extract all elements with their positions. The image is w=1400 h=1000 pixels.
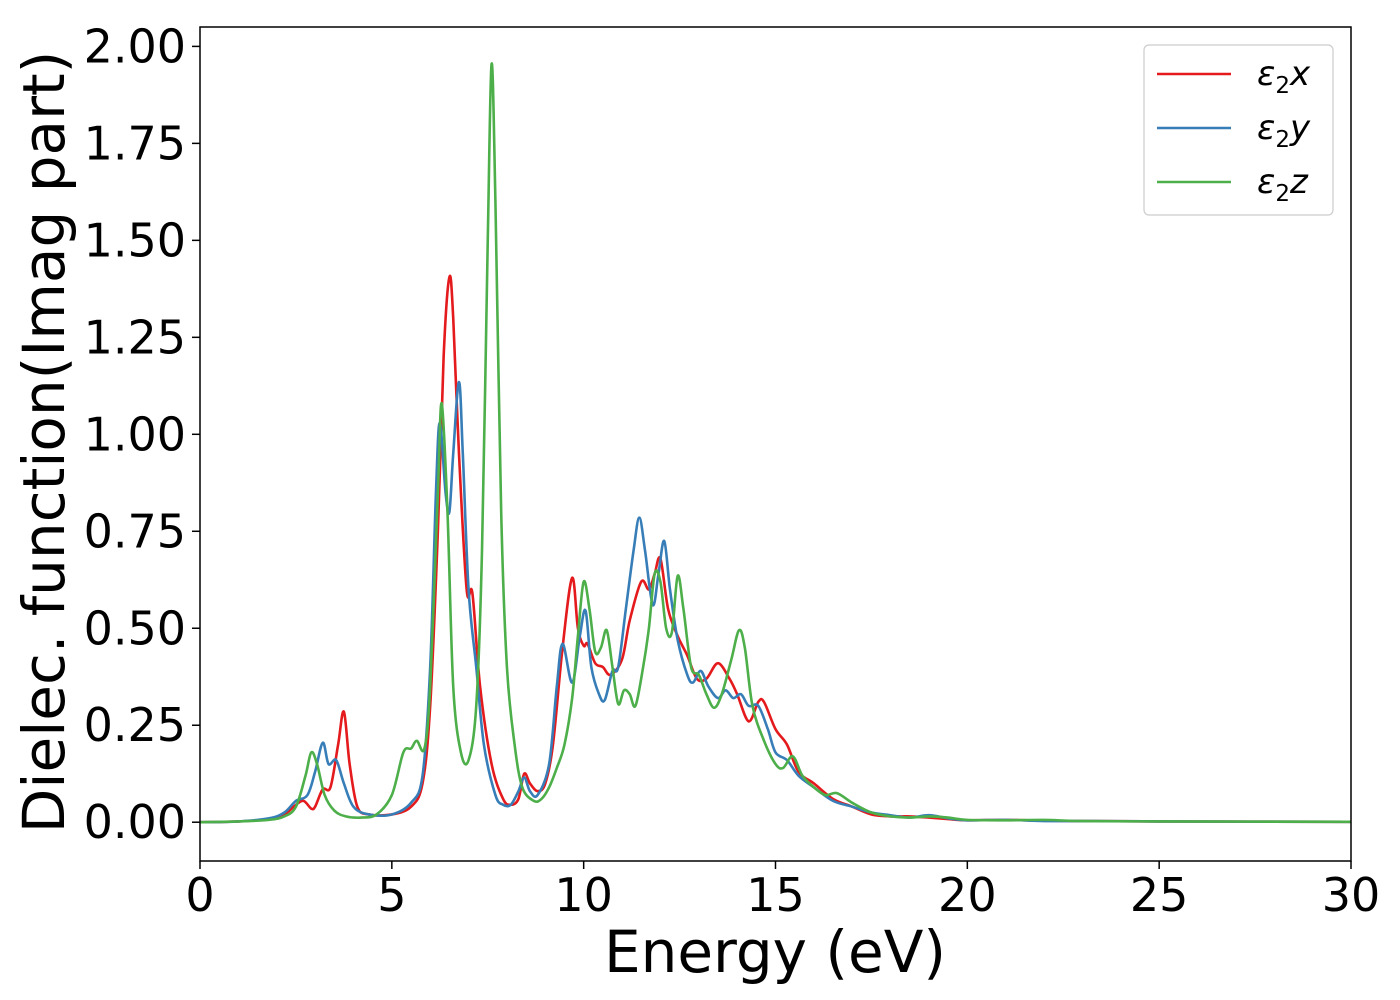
y-tick-label: 0.25 — [84, 698, 186, 752]
y-axis-label: Dielec. function(Imag part) — [10, 51, 78, 834]
series-line-x — [199, 274, 1352, 824]
y-axis-ticks: 0.00 0.25 0.50 0.75 1.00 1.25 1.50 1.75 2.00 — [84, 19, 200, 849]
series-line-y — [199, 380, 1352, 824]
y-tick-label: 1.50 — [84, 213, 186, 267]
y-tick-label: 1.75 — [84, 116, 186, 170]
plot-series-layer — [199, 62, 1352, 824]
y-tick-label: 0.50 — [84, 601, 186, 655]
x-axis-ticks: 0 5 10 15 20 25 30 — [185, 861, 1380, 922]
x-tick-label: 25 — [1130, 868, 1189, 922]
y-tick-label: 0.00 — [84, 795, 186, 849]
x-tick-label: 20 — [938, 868, 997, 922]
y-tick-label: 1.25 — [84, 310, 186, 364]
x-tick-label: 10 — [554, 868, 613, 922]
x-tick-label: 30 — [1322, 868, 1381, 922]
legend-label-z: ε2z — [1257, 162, 1309, 207]
y-tick-label: 0.75 — [84, 504, 186, 558]
x-axis-label: Energy (eV) — [604, 918, 946, 986]
series-line-z — [199, 62, 1352, 824]
y-tick-label: 1.00 — [84, 407, 186, 461]
legend: ε2x ε2y ε2z — [1143, 44, 1334, 216]
y-tick-label: 2.00 — [84, 19, 186, 73]
legend-label-x: ε2x — [1257, 54, 1311, 99]
x-tick-label: 15 — [746, 868, 805, 922]
legend-box — [1143, 44, 1334, 216]
legend-label-y: ε2y — [1257, 108, 1311, 153]
x-tick-label: 0 — [185, 868, 214, 922]
x-tick-label: 5 — [377, 868, 406, 922]
